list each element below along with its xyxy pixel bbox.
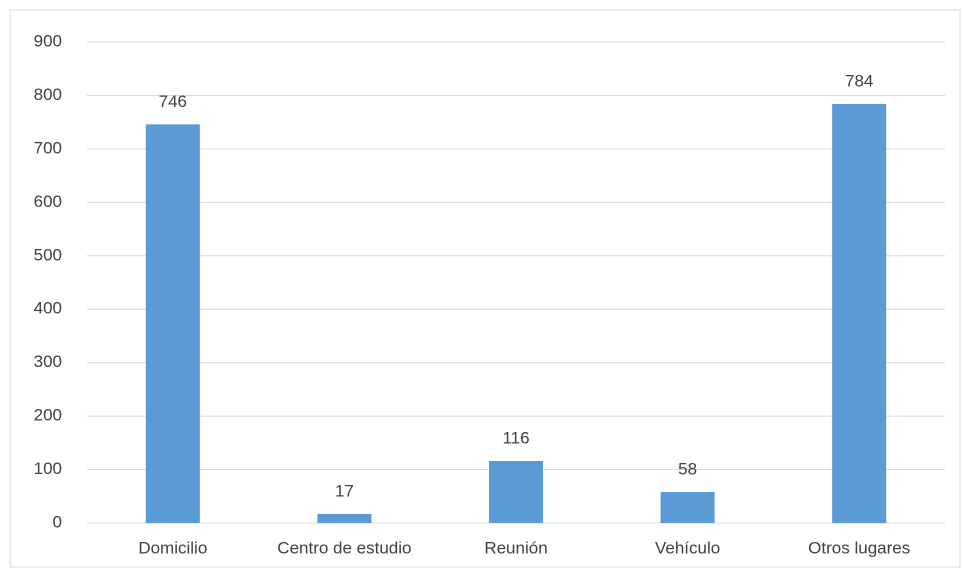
data-label: 746 <box>159 92 187 111</box>
y-tick-label: 100 <box>34 459 62 478</box>
bar <box>832 103 887 524</box>
data-label: 17 <box>335 481 354 500</box>
x-tick-label: Otros lugares <box>808 538 910 557</box>
y-tick-label: 500 <box>34 245 62 264</box>
x-tick-label: Centro de estudio <box>277 538 411 557</box>
data-label: 784 <box>845 71 873 90</box>
x-tick-label: Vehículo <box>655 538 720 557</box>
bar <box>145 124 200 523</box>
y-tick-label: 900 <box>34 31 62 50</box>
x-tick-label: Domicilio <box>138 538 207 557</box>
y-tick-label: 0 <box>53 512 62 531</box>
y-tick-label: 300 <box>34 352 62 371</box>
data-label: 116 <box>502 428 529 447</box>
x-tick-label: Reunión <box>484 538 547 557</box>
y-tick-label: 400 <box>34 299 62 318</box>
y-tick-label: 700 <box>34 138 62 157</box>
bar <box>317 513 372 523</box>
data-label: 58 <box>678 459 697 478</box>
chart-border <box>9 9 961 568</box>
y-tick-label: 600 <box>34 192 62 211</box>
bar <box>489 461 543 523</box>
y-tick-label: 800 <box>34 85 62 104</box>
y-tick-label: 200 <box>34 406 62 425</box>
bar <box>660 492 715 523</box>
